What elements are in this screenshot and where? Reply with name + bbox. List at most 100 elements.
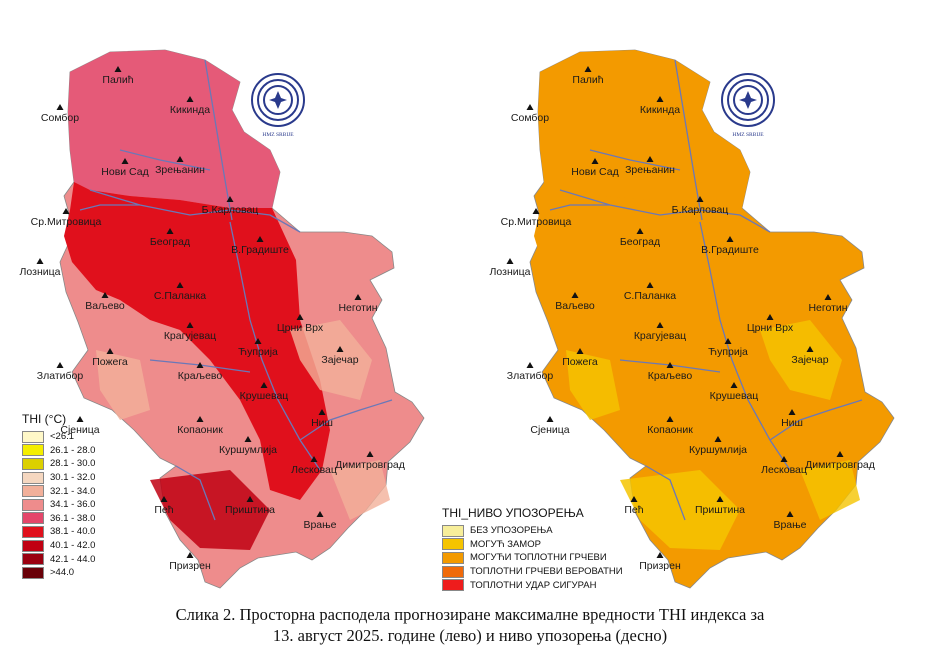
city-label: В.Градиште <box>701 244 759 256</box>
caption-line-1: Слика 2. Просторна расподела прогнозиран… <box>175 605 765 624</box>
legend-label: 26.1 - 28.0 <box>50 444 96 456</box>
city-label: Пећ <box>154 504 173 516</box>
city-label: Палић <box>572 74 603 86</box>
city-marker: Врање <box>773 511 807 531</box>
legend-label: <26.1 <box>50 431 75 443</box>
city-label: Неготин <box>808 302 847 314</box>
city-triangle-icon <box>526 104 534 110</box>
legend-swatch <box>22 471 44 484</box>
city-triangle-icon <box>646 156 654 162</box>
city-label: Приштина <box>225 504 275 516</box>
city-label: Димитровград <box>335 459 405 471</box>
city-triangle-icon <box>726 236 734 242</box>
warning-legend: THI_НИВО УПОЗОРЕЊА БЕЗ УПОЗОРЕЊА МОГУЋ ЗА… <box>442 506 623 592</box>
legend-swatch <box>442 551 464 564</box>
region-south <box>150 470 270 550</box>
region-central <box>534 182 800 500</box>
legend-swatch <box>22 430 44 443</box>
city-triangle-icon <box>730 382 738 388</box>
legend-label: 32.1 - 34.0 <box>50 485 96 497</box>
city-marker: Зрењанин <box>625 156 675 176</box>
city-label: Зрењанин <box>625 164 675 176</box>
warning-legend-item: БЕЗ УПОЗОРЕЊА <box>442 524 623 538</box>
legend-swatch <box>22 498 44 511</box>
city-triangle-icon <box>160 496 168 502</box>
legend-swatch <box>22 485 44 498</box>
city-triangle-icon <box>246 496 254 502</box>
city-marker: Димитровград <box>805 451 875 471</box>
city-triangle-icon <box>176 282 184 288</box>
city-triangle-icon <box>114 66 122 72</box>
city-label: Копаоник <box>647 424 693 436</box>
city-triangle-icon <box>166 228 174 234</box>
city-label: Сомбор <box>41 112 79 124</box>
city-triangle-icon <box>176 156 184 162</box>
city-triangle-icon <box>584 66 592 72</box>
legend-label: МОГУЋИ ТОПЛОТНИ ГРЧЕВИ <box>470 552 607 564</box>
city-label: Нови Сад <box>571 166 618 178</box>
thi-legend-item: 32.1 - 34.0 <box>22 484 95 498</box>
city-label: Златибор <box>507 370 554 382</box>
legend-swatch <box>442 565 464 578</box>
city-marker: Ћуприја <box>238 338 278 358</box>
city-label: Врање <box>773 519 806 531</box>
city-marker: Пећ <box>154 496 174 516</box>
legend-swatch <box>442 538 464 551</box>
city-label: Златибор <box>37 370 84 382</box>
legend-label: БЕЗ УПОЗОРЕЊА <box>470 525 553 537</box>
city-triangle-icon <box>101 292 109 298</box>
legend-swatch <box>22 525 44 538</box>
city-label: Приштина <box>695 504 745 516</box>
city-label: Београд <box>150 236 190 248</box>
city-label: Пећ <box>624 504 643 516</box>
city-marker: Сомбор <box>41 104 79 124</box>
legend-swatch <box>22 553 44 566</box>
city-label: Лесковац <box>291 464 337 476</box>
city-label: Пожега <box>92 356 128 368</box>
city-triangle-icon <box>186 552 194 558</box>
city-label: Лозница <box>20 266 61 278</box>
river-line <box>79 204 140 211</box>
city-triangle-icon <box>806 346 814 352</box>
logo-text: HMZ SRBIJE <box>732 132 764 138</box>
legend-label: 28.1 - 30.0 <box>50 458 96 470</box>
city-marker: Неготин <box>338 294 378 314</box>
city-label: Куршумлија <box>689 444 747 456</box>
city-label: Пожега <box>562 356 598 368</box>
legend-label: МОГУЋ ЗАМОР <box>470 538 541 550</box>
city-triangle-icon <box>316 511 324 517</box>
city-marker: Сјеница <box>530 416 570 436</box>
figure-caption: Слика 2. Просторна расподела прогнозиран… <box>0 604 940 646</box>
city-marker: Кикинда <box>170 96 210 116</box>
city-marker: Копаоник <box>647 416 693 436</box>
city-triangle-icon <box>636 228 644 234</box>
river-line <box>549 204 610 211</box>
thi-legend-item: 38.1 - 40.0 <box>22 525 95 539</box>
thi-value-map: Палић Сомбор Кикинда Нови Сад Зрењанин Ср.Мит… <box>20 49 425 589</box>
city-triangle-icon <box>786 511 794 517</box>
city-label: Лозница <box>490 266 531 278</box>
city-triangle-icon <box>666 362 674 368</box>
city-triangle-icon <box>591 158 599 164</box>
legend-swatch <box>22 444 44 457</box>
light-zone <box>290 320 372 400</box>
city-marker: Ср.Митровица <box>501 208 572 228</box>
city-marker: В.Градиште <box>231 236 289 256</box>
city-triangle-icon <box>780 456 788 462</box>
city-triangle-icon <box>630 496 638 502</box>
city-marker: Б.Карловац <box>672 196 728 216</box>
river-line <box>175 465 216 521</box>
city-triangle-icon <box>296 314 304 320</box>
city-label: Ср.Митровица <box>501 216 572 228</box>
city-marker: Пећ <box>624 496 644 516</box>
city-label: Крушевац <box>710 390 759 402</box>
city-triangle-icon <box>226 196 234 202</box>
city-marker: Нови Сад <box>571 158 619 178</box>
region-central <box>64 182 330 500</box>
light-zone <box>800 460 860 520</box>
city-triangle-icon <box>716 496 724 502</box>
city-marker: Лозница <box>490 258 531 278</box>
hmz-logo: HMZ SRBIJE <box>721 73 775 138</box>
legend-label: 30.1 - 32.0 <box>50 472 96 484</box>
region-south <box>620 470 740 550</box>
